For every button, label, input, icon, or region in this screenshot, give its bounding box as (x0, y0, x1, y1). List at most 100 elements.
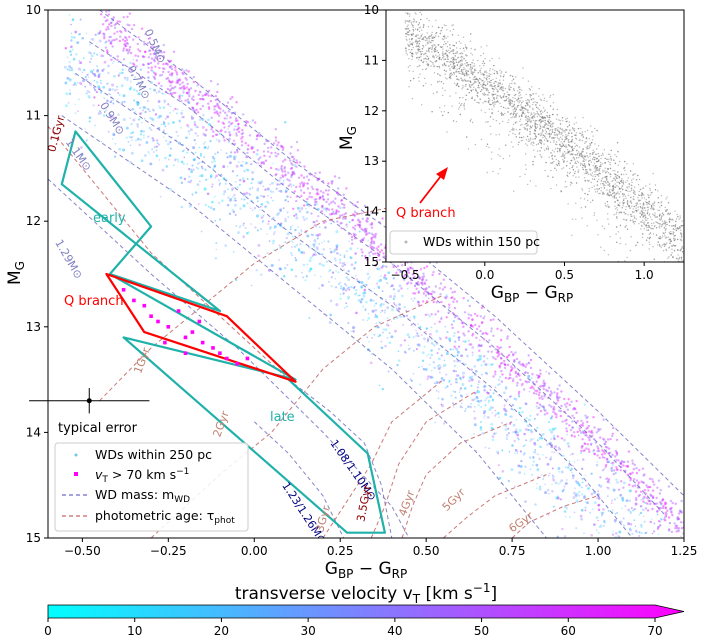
main-scatter-point (489, 389, 492, 391)
main-scatter-point (511, 444, 514, 447)
inset-scatter-point (643, 194, 645, 196)
main-scatter-point (169, 92, 172, 94)
inset-scatter-point (633, 215, 635, 217)
main-scatter-point (553, 451, 556, 454)
main-scatter-point (246, 148, 250, 151)
main-scatter-point (191, 164, 194, 167)
main-scatter-point (630, 512, 632, 515)
main-scatter-point (438, 272, 441, 276)
main-scatter-point (352, 330, 355, 333)
main-scatter-point (462, 340, 465, 343)
main-scatter-point (215, 248, 218, 251)
main-scatter-point (556, 495, 559, 498)
main-scatter-point (152, 75, 154, 78)
main-scatter-point (313, 223, 317, 227)
main-scatter-point (283, 266, 287, 270)
main-scatter-point (587, 487, 590, 490)
main-scatter-point (312, 243, 316, 247)
main-scatter-point (188, 180, 192, 184)
main-scatter-point (167, 103, 170, 106)
main-scatter-point (305, 207, 307, 210)
main-scatter-point (483, 385, 487, 388)
main-scatter-point (463, 387, 467, 390)
main-scatter-point (81, 37, 84, 40)
main-scatter-point (541, 405, 545, 408)
main-scatter-point (356, 200, 359, 204)
main-scatter-point (142, 63, 145, 67)
main-scatter-point (362, 292, 365, 295)
main-scatter-point (403, 350, 407, 354)
main-scatter-point (256, 135, 259, 138)
main-scatter-point (538, 397, 541, 400)
main-scatter-point (95, 53, 98, 56)
main-scatter-point (225, 104, 228, 108)
main-scatter-point (245, 161, 248, 165)
main-scatter-point (290, 251, 293, 255)
main-scatter-point (339, 253, 342, 257)
main-scatter-point (178, 119, 181, 122)
main-scatter-point (121, 101, 124, 104)
main-scatter-point (479, 315, 482, 318)
main-scatter-point (445, 336, 448, 339)
main-scatter-point (206, 192, 210, 196)
main-scatter-point (212, 207, 216, 211)
main-scatter-point (387, 271, 390, 274)
main-scatter-point (211, 183, 214, 186)
main-scatter-point (634, 502, 638, 506)
main-scatter-point (470, 384, 473, 387)
main-scatter-point (158, 74, 162, 77)
main-scatter-point (182, 150, 184, 153)
main-scatter-point (455, 378, 458, 381)
main-scatter-point (523, 473, 526, 475)
main-scatter-point (190, 168, 193, 170)
main-scatter-point (412, 349, 415, 352)
main-scatter-point (361, 286, 363, 289)
main-scatter-point (109, 40, 113, 44)
main-scatter-point (378, 287, 381, 289)
main-scatter-point (341, 217, 345, 220)
main-scatter-point (283, 170, 287, 173)
main-scatter-point (134, 110, 137, 113)
main-scatter-point (332, 250, 336, 253)
main-scatter-point (441, 404, 445, 408)
main-scatter-point (318, 262, 322, 266)
inset-scatter-point (527, 183, 529, 186)
main-scatter-point (93, 52, 96, 55)
main-scatter-point (180, 160, 184, 164)
main-scatter-point (493, 432, 496, 435)
main-scatter-point (518, 411, 521, 415)
main-scatter-point (471, 318, 474, 322)
main-scatter-point (443, 422, 446, 425)
main-scatter-point (342, 193, 345, 196)
main-scatter-point (370, 222, 374, 225)
main-scatter-point (312, 253, 315, 256)
main-scatter-point (219, 218, 222, 221)
inset-scatter-point (556, 135, 558, 137)
main-scatter-point (190, 97, 194, 100)
inset-scatter-point (674, 228, 676, 231)
main-scatter-point (514, 452, 516, 455)
main-scatter-point (187, 167, 191, 171)
main-scatter-point (356, 219, 359, 222)
main-scatter-point (482, 385, 486, 389)
main-scatter-point (587, 430, 591, 433)
main-scatter-point (149, 116, 152, 120)
inset-scatter-point (600, 157, 602, 160)
main-scatter-point (220, 173, 223, 176)
main-scatter-point (214, 176, 217, 179)
main-scatter-point (161, 92, 164, 95)
main-scatter-point (86, 73, 89, 76)
main-scatter-point (67, 101, 70, 104)
main-scatter-point (509, 415, 512, 418)
inset-scatter-point (617, 164, 619, 166)
main-scatter-point (560, 479, 564, 482)
main-scatter-point (344, 288, 348, 292)
main-scatter-point (571, 452, 574, 456)
inset-scatter-point (483, 64, 485, 67)
main-scatter-point (218, 179, 220, 182)
main-scatter-point (207, 178, 209, 180)
main-scatter-point (491, 398, 495, 402)
main-scatter-point (140, 129, 143, 133)
main-scatter-point (575, 527, 578, 530)
